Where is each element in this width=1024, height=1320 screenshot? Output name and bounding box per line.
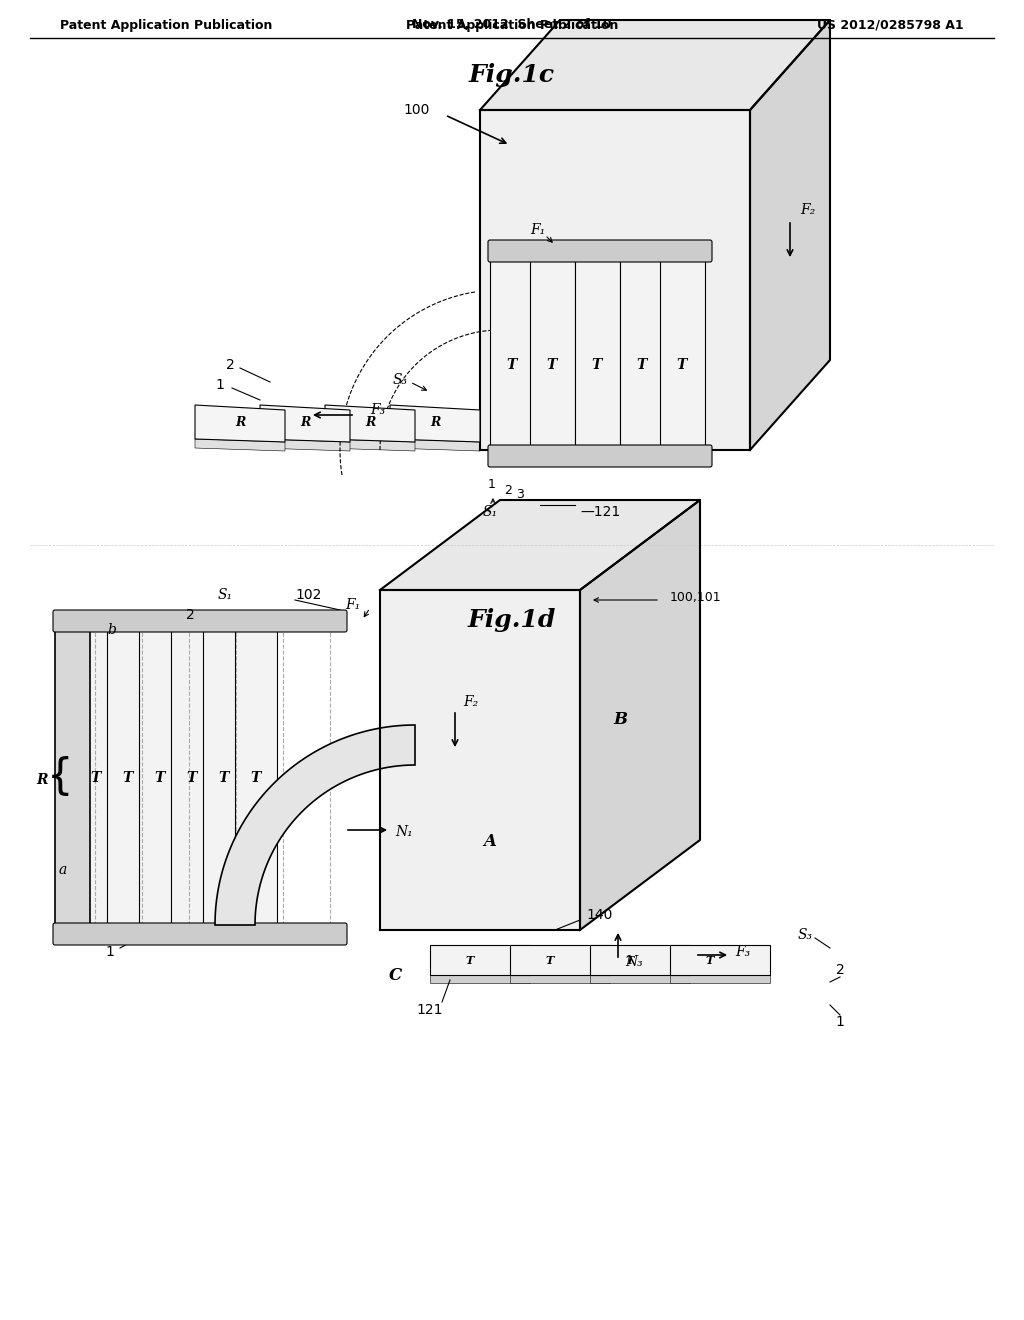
Text: T: T (466, 954, 474, 965)
Polygon shape (430, 945, 530, 975)
Text: 2: 2 (504, 483, 512, 496)
Polygon shape (75, 630, 117, 925)
Text: N₃: N₃ (625, 954, 643, 969)
Text: R: R (430, 417, 440, 429)
Text: R: R (300, 417, 310, 429)
Text: T: T (626, 954, 634, 965)
Polygon shape (390, 440, 480, 451)
Text: T: T (637, 358, 647, 372)
Text: F₂: F₂ (800, 203, 815, 216)
Text: F₁: F₁ (530, 223, 545, 238)
Polygon shape (490, 260, 535, 450)
Polygon shape (260, 405, 350, 442)
FancyBboxPatch shape (488, 445, 712, 467)
Text: 2: 2 (836, 964, 845, 977)
Text: {: { (46, 756, 73, 799)
Text: Patent Application Publication: Patent Application Publication (406, 18, 618, 32)
Text: 102: 102 (295, 587, 322, 602)
Text: 1: 1 (105, 945, 115, 960)
Text: T: T (251, 771, 261, 785)
Text: R: R (36, 774, 48, 787)
Text: 100,101: 100,101 (670, 591, 722, 605)
Polygon shape (575, 260, 620, 450)
Text: Fig.1c: Fig.1c (469, 63, 555, 87)
Text: B: B (613, 711, 627, 729)
Text: Fig.1d: Fig.1d (468, 609, 556, 632)
Polygon shape (195, 405, 285, 442)
Text: F₁: F₁ (345, 598, 360, 612)
Polygon shape (750, 20, 830, 450)
Text: C: C (388, 966, 401, 983)
Polygon shape (215, 725, 415, 925)
Polygon shape (55, 624, 90, 931)
Text: Nov. 15, 2012  Sheet 2 of 10: Nov. 15, 2012 Sheet 2 of 10 (413, 18, 611, 32)
Text: T: T (706, 954, 714, 965)
Text: T: T (592, 358, 602, 372)
Polygon shape (325, 405, 415, 442)
FancyBboxPatch shape (53, 610, 347, 632)
Text: 1: 1 (216, 378, 224, 392)
Text: —121: —121 (580, 506, 621, 519)
Polygon shape (260, 440, 350, 451)
Polygon shape (480, 20, 830, 110)
Polygon shape (590, 945, 690, 975)
Text: 3: 3 (516, 488, 524, 502)
Polygon shape (530, 260, 575, 450)
Text: T: T (123, 771, 133, 785)
FancyBboxPatch shape (53, 923, 347, 945)
Polygon shape (670, 945, 770, 975)
Polygon shape (430, 975, 530, 983)
Text: 1: 1 (488, 479, 496, 491)
FancyBboxPatch shape (488, 240, 712, 261)
Text: T: T (547, 358, 557, 372)
Polygon shape (510, 975, 610, 983)
Text: 100: 100 (403, 103, 430, 117)
Text: S₁: S₁ (217, 587, 232, 602)
Text: N₁: N₁ (395, 825, 413, 840)
Polygon shape (590, 975, 690, 983)
Text: 1: 1 (836, 1015, 845, 1030)
Text: F₃: F₃ (370, 403, 385, 417)
Text: T: T (507, 358, 517, 372)
Polygon shape (660, 260, 705, 450)
Text: 2: 2 (185, 609, 195, 622)
Polygon shape (139, 630, 181, 925)
Polygon shape (171, 630, 213, 925)
Text: R: R (365, 417, 375, 429)
Text: T: T (91, 771, 101, 785)
Text: US 2012/0285798 A1: US 2012/0285798 A1 (817, 18, 964, 32)
Text: 121: 121 (417, 1003, 443, 1016)
Text: b: b (108, 623, 117, 638)
Text: T: T (155, 771, 165, 785)
Polygon shape (510, 945, 610, 975)
Polygon shape (390, 405, 480, 442)
Text: T: T (219, 771, 229, 785)
Polygon shape (195, 440, 285, 451)
Text: 140: 140 (587, 908, 613, 921)
Text: F₂: F₂ (463, 696, 478, 709)
Text: a: a (58, 863, 68, 876)
Text: Patent Application Publication: Patent Application Publication (60, 18, 272, 32)
Polygon shape (380, 590, 580, 931)
Polygon shape (325, 440, 415, 451)
Text: F₃: F₃ (735, 945, 751, 960)
Text: T: T (677, 358, 687, 372)
Text: A: A (483, 833, 497, 850)
Polygon shape (670, 975, 770, 983)
Polygon shape (380, 500, 700, 590)
Text: T: T (546, 954, 554, 965)
Polygon shape (480, 110, 750, 450)
Text: S₃: S₃ (798, 928, 813, 942)
Text: R: R (234, 417, 245, 429)
Text: S₃: S₃ (392, 374, 408, 387)
Polygon shape (620, 260, 665, 450)
Polygon shape (203, 630, 245, 925)
Polygon shape (234, 630, 278, 925)
Polygon shape (580, 500, 700, 931)
Text: T: T (186, 771, 198, 785)
Polygon shape (106, 630, 150, 925)
Text: S₁: S₁ (482, 506, 498, 519)
Text: 2: 2 (225, 358, 234, 372)
